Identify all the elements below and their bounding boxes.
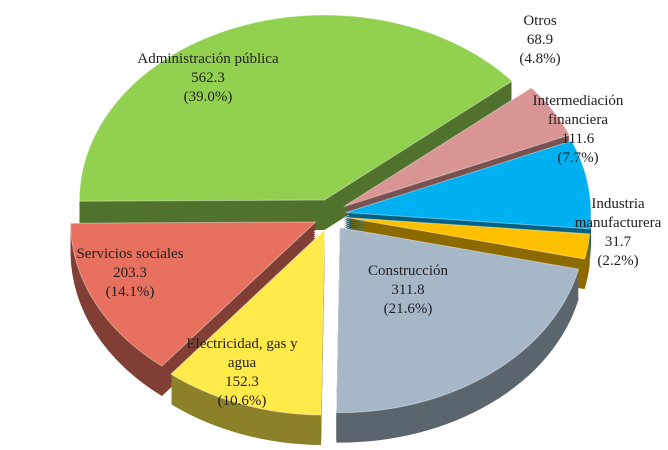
slice — [335, 226, 580, 414]
share-label: (14.1%) — [105, 284, 155, 300]
slice-side — [345, 221, 590, 264]
share-label: (10.6%) — [217, 393, 267, 409]
slice-label: Servicios sociales 203.3 (14.1%) — [55, 245, 205, 302]
value-label: 68.9 — [526, 32, 554, 48]
slice-side — [345, 225, 590, 268]
category-label: Industria manufacturera — [574, 196, 662, 231]
category-label: Electricidad, gas y agua — [186, 336, 298, 371]
share-label: (39.0%) — [183, 89, 233, 105]
category-label: Otros — [523, 13, 557, 29]
share-label: (7.7%) — [557, 150, 599, 166]
value-label: 203.3 — [113, 265, 147, 281]
slice — [70, 221, 317, 367]
slice — [170, 228, 326, 416]
category-label: Intermediación financiera — [532, 93, 624, 128]
slice — [345, 217, 591, 260]
slice-label: Otros 68.9 (4.8%) — [510, 12, 570, 69]
slice-side — [345, 219, 590, 262]
share-label: (21.6%) — [383, 301, 433, 317]
slice-side — [345, 227, 590, 270]
value-label: 111.6 — [561, 131, 595, 147]
value-label: 562.3 — [191, 70, 225, 86]
slice-label: Industria manufacturera 31.7 (2.2%) — [563, 195, 668, 271]
slice-side — [345, 223, 590, 266]
slice-label: Intermediación financiera 111.6 (7.7%) — [513, 92, 643, 168]
share-label: (2.2%) — [597, 253, 639, 269]
share-label: (4.8%) — [519, 51, 561, 67]
category-label: Servicios sociales — [76, 246, 184, 262]
slice — [78, 14, 513, 202]
slice — [343, 87, 571, 208]
slice-label: Electricidad, gas y agua 152.3 (10.6%) — [182, 335, 302, 411]
slice-label: Construcción 311.8 (21.6%) — [348, 262, 468, 319]
category-label: Construcción — [368, 263, 448, 279]
value-label: 31.7 — [604, 234, 632, 250]
value-label: 311.8 — [391, 282, 425, 298]
category-label: Administración pública — [137, 51, 279, 67]
slice-label: Administración pública 562.3 (39.0%) — [113, 50, 303, 107]
slice — [345, 140, 592, 230]
value-label: 152.3 — [225, 374, 259, 390]
